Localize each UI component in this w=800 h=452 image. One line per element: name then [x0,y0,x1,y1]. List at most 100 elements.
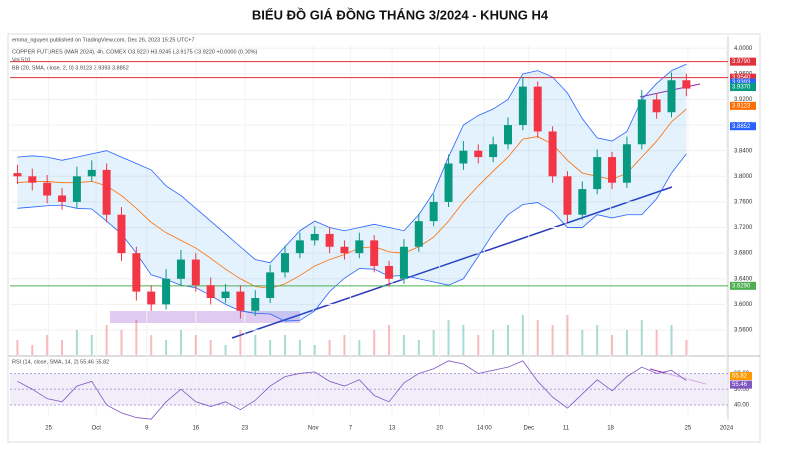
candle-body [340,246,349,254]
x-tick-label: 2024 [720,426,734,432]
x-tick-label: 20 [436,426,443,432]
volume-bar [670,325,673,355]
rsi-band [10,373,728,405]
bb-fill [17,64,687,322]
candle-body [310,233,319,241]
candle-body [503,125,512,145]
y-tick-label: 4.0000 [734,46,753,52]
volume-label: Vol 510 [12,57,30,63]
frame [7,33,761,443]
candle-body [637,99,646,145]
volume-bar [625,330,628,355]
price-tag-label: 3.6290 [732,283,751,289]
volume-bar [551,325,554,355]
candle-body [355,240,364,254]
volume-bar [284,335,287,355]
volume-bar [298,340,301,355]
candle-body [176,259,185,279]
rsi-line [17,360,687,420]
volume-bar [611,335,614,355]
volume-bar [655,330,658,355]
volume-bar [685,340,688,355]
volume-bar [90,335,93,355]
y-tick-label: 3.7600 [734,199,753,205]
candle-body [28,176,37,183]
x-tick-label: 11 [563,426,570,432]
y-tick-label: 3.7200 [734,225,753,231]
candle-body [578,189,587,215]
x-tick-label: Oct [92,426,102,432]
x-tick-label: 23 [242,426,249,432]
candle-body [117,214,126,254]
bb-upper [17,63,687,264]
x-tick-label: 25 [45,426,52,432]
price-tag-label: 3.9123 [732,103,751,109]
candle-body [162,278,171,305]
candle-body [266,272,275,298]
candle-body [147,291,156,305]
candle-body [87,169,96,177]
volume-bar [46,335,49,355]
volume-bar [150,335,153,355]
candle-body [518,86,527,126]
volume-bar [75,330,78,355]
volume-bar [239,330,242,355]
candle-body [682,80,691,89]
trend-line [231,186,673,339]
candle-body [652,99,661,113]
price-tag [730,78,756,87]
rsi-tag [730,372,752,381]
volume-bar [31,345,34,355]
symbol-info: COPPER FUTURES (MAR 2024), 4h, COMEX O3.… [12,49,258,55]
candle-body [414,221,423,247]
y-tick-label: 3.6000 [734,302,753,308]
candle-body [429,201,438,222]
support-zone [110,311,300,323]
price-tag-label: 3.9370 [732,85,751,91]
bb-label: BB (20, SMA, close, 2, 0) 3.9123 3.9393 … [12,65,129,71]
candle-body [325,233,334,247]
candle-body [563,176,572,215]
bb-lower [17,153,687,322]
candle-body [132,253,141,292]
volume-bar [566,315,569,355]
rsi-tag-label: 55.82 [732,374,748,380]
volume-bar [373,330,376,355]
candle-body [667,80,676,113]
y-tick-label: 3.8000 [734,174,753,180]
volume-bar [254,335,257,355]
candle-body [399,246,408,279]
publisher: emma_nguyen published on TradingView.com… [12,37,195,43]
candle-body [281,253,290,273]
rsi-tag-label: 55.46 [732,382,748,388]
candle-body [58,195,67,202]
volume-bar [61,340,64,355]
volume-bar [165,340,168,355]
volume-bar [521,315,524,355]
volume-bar [462,325,465,355]
candle-body [251,297,260,311]
volume-bar [179,330,182,355]
price-tag-label: 3.8852 [732,124,751,130]
candle-body [474,150,483,158]
candle-body [608,157,617,183]
candle-body [295,240,304,254]
x-tick-label: Dec [523,426,534,432]
candle-body [72,176,81,202]
volume-bar [135,320,138,355]
price-tag [730,73,756,82]
x-tick-label: 13 [389,426,396,432]
y-tick-label: 3.8400 [734,148,753,154]
price-tag [730,57,756,66]
bb-mid [17,108,687,289]
price-tag [730,101,756,110]
volume-bar [388,325,391,355]
chart-title: BIỂU ĐỒ GIÁ ĐỒNG THÁNG 3/2024 - KHUNG H4 [252,7,549,22]
volume-bar [432,330,435,355]
candle-body [533,86,542,132]
x-tick-label: 14:00 [477,426,493,432]
candle-body [370,240,379,266]
candle-body [459,150,468,164]
candle-body [206,285,215,298]
